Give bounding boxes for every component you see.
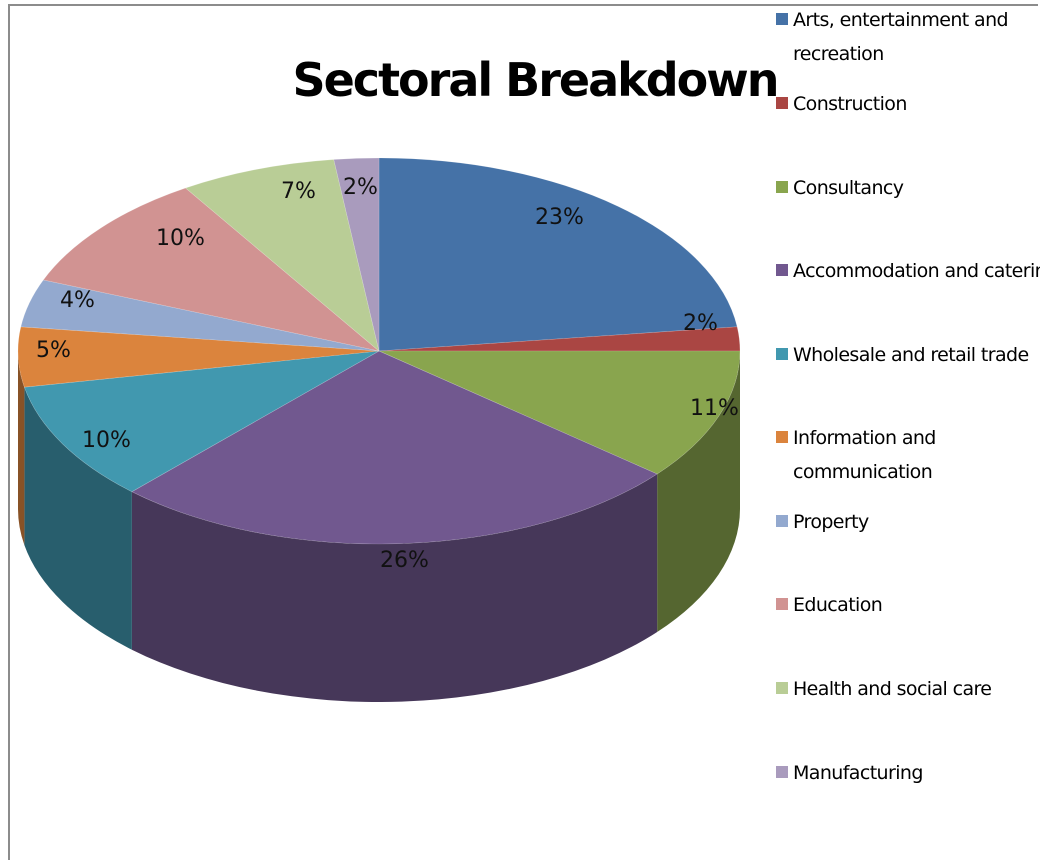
slice-label-8: 7% <box>281 179 316 204</box>
pie-slice-2 <box>378 350 741 475</box>
legend: Arts, entertainment and recreation Constru… <box>776 9 1040 784</box>
pie-slice-9 <box>333 157 380 352</box>
pie-slice-side-4 <box>24 387 132 650</box>
legend-label-2: Consultancy <box>793 177 904 199</box>
pie-slice-side-5 <box>18 351 25 546</box>
pie-slice-4 <box>23 350 380 493</box>
pie-slice-6 <box>20 279 380 352</box>
legend-label-8: Health and social care <box>793 678 991 700</box>
pie-chart: Sectoral Breakdown 23% 2% 11% 26% 10% 5% 4% 10%… <box>17 9 1040 784</box>
pie-slice-5 <box>17 326 380 388</box>
legend-label-5: Information and <box>793 427 936 449</box>
legend-swatch-8 <box>776 682 788 694</box>
slice-label-5: 5% <box>36 338 71 363</box>
pie-slice-side-3 <box>131 474 658 702</box>
legend-swatch-4 <box>776 348 788 360</box>
legend-swatch-9 <box>776 766 788 778</box>
slice-label-6: 4% <box>60 288 95 313</box>
legend-label-0: recreation <box>793 43 884 65</box>
pie-slice-8 <box>184 159 380 352</box>
legend-swatch-3 <box>776 264 788 276</box>
legend-label-4: Wholesale and retail trade <box>793 344 1029 366</box>
pie-slice-side-2 <box>657 351 740 633</box>
legend-swatch-5 <box>776 431 788 443</box>
slice-label-9: 2% <box>343 175 378 200</box>
pie-slice-1 <box>378 326 741 352</box>
chart-title: Sectoral Breakdown <box>292 53 777 107</box>
legend-label-7: Education <box>793 594 882 616</box>
slice-label-4: 10% <box>82 428 131 453</box>
pie-slice-0 <box>378 157 738 352</box>
legend-label-1: Construction <box>793 93 907 115</box>
legend-swatch-7 <box>776 598 788 610</box>
legend-label-9: Manufacturing <box>793 762 923 784</box>
legend-swatch-0 <box>776 13 788 25</box>
legend-swatch-6 <box>776 515 788 527</box>
pie-slice-3 <box>131 350 658 545</box>
legend-label-0: Arts, entertainment and <box>793 9 1008 31</box>
legend-label-5: communication <box>793 461 932 483</box>
legend-label-3: Accommodation and catering <box>793 260 1040 282</box>
slice-label-1: 2% <box>683 311 718 336</box>
chart-frame: Sectoral Breakdown 23% 2% 11% 26% 10% 5% 4% 10%… <box>8 4 1040 860</box>
slice-label-3: 26% <box>380 548 429 573</box>
legend-swatch-2 <box>776 181 788 193</box>
slice-label-0: 23% <box>535 205 584 230</box>
pie-layer <box>17 157 741 702</box>
slice-label-7: 10% <box>156 226 205 251</box>
pie-slice-7 <box>42 187 380 352</box>
slice-label-2: 11% <box>690 396 739 421</box>
slice-label-layer: 23% 2% 11% 26% 10% 5% 4% 10% 7% 2% <box>36 175 739 573</box>
legend-swatch-1 <box>776 97 788 109</box>
legend-label-6: Property <box>793 511 869 533</box>
